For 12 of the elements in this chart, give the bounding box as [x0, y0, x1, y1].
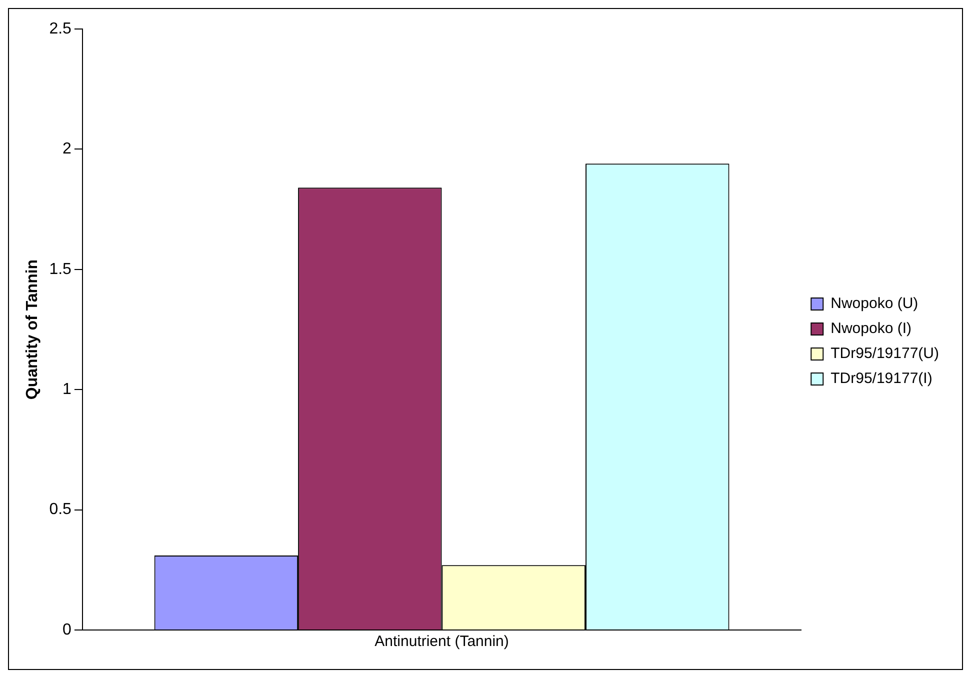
x-tick-label: Antinutrient (Tannin) [374, 633, 509, 650]
legend-label: TDr95/19177(U) [830, 345, 940, 362]
y-tick-label: 2.5 [49, 20, 72, 38]
y-tick-label: 1 [62, 381, 72, 398]
legend-label: TDr95/19177(I) [830, 370, 932, 388]
y-tick-label: 2 [62, 140, 72, 158]
y-tick-label: 0.5 [49, 501, 72, 518]
y-tick-label: 0 [62, 621, 72, 638]
legend-label: Nwopoko (I) [830, 320, 912, 338]
y-axis-title: Quantity of Tannin [24, 259, 42, 400]
legend-label: Nwopoko (U) [830, 295, 918, 312]
y-tick-label: 1.5 [49, 260, 72, 278]
